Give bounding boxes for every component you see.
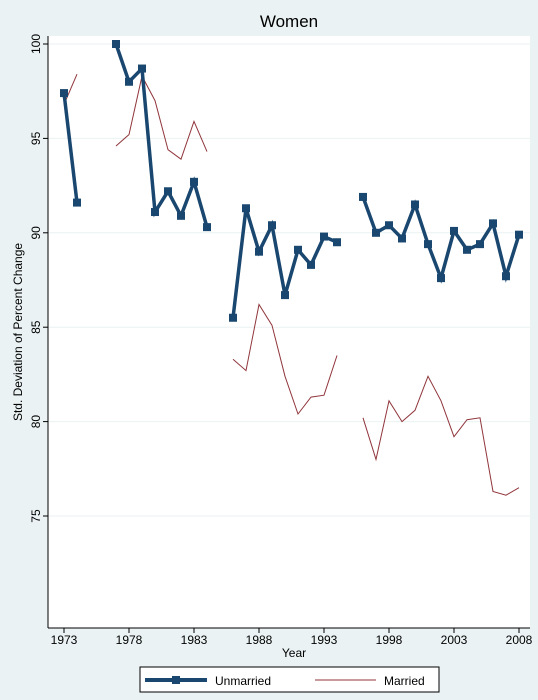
data-point-unmarried <box>424 240 432 249</box>
data-point-unmarried <box>463 245 471 254</box>
legend-label-unmarried: Unmarried <box>215 674 271 688</box>
y-tick-label: 100 <box>29 34 43 54</box>
grid-lines <box>48 43 530 517</box>
data-point-unmarried <box>359 192 367 201</box>
data-point-unmarried <box>268 221 276 230</box>
data-point-unmarried <box>138 64 146 73</box>
legend-label-married: Married <box>384 674 425 688</box>
data-point-unmarried <box>151 208 159 217</box>
data-point-unmarried <box>502 272 510 281</box>
legend: Unmarried Married <box>139 666 440 693</box>
data-point-unmarried <box>190 177 198 186</box>
x-tick-label: 1978 <box>116 633 143 647</box>
data-point-unmarried <box>437 274 445 283</box>
x-tick-label: 1973 <box>51 633 78 647</box>
data-point-unmarried <box>398 234 406 243</box>
y-axis-label: Std. Deviation of Percent Change <box>11 243 25 421</box>
data-point-unmarried <box>60 89 68 98</box>
plot-area <box>48 36 530 628</box>
data-point-unmarried <box>229 313 237 322</box>
data-point-unmarried <box>372 228 380 237</box>
series-line-married <box>362 375 520 496</box>
y-tick-label: 95 <box>29 131 43 145</box>
x-tick-label: 1988 <box>246 633 273 647</box>
x-tick-label: 1993 <box>311 633 338 647</box>
data-point-unmarried <box>515 230 523 239</box>
data-point-unmarried <box>255 247 263 256</box>
data-point-unmarried <box>164 187 172 196</box>
data-point-unmarried <box>112 40 120 48</box>
data-point-unmarried <box>307 260 315 269</box>
data-point-unmarried <box>281 291 289 300</box>
data-point-unmarried <box>411 200 419 209</box>
data-point-unmarried <box>489 219 497 228</box>
x-axis-label: Year <box>282 646 306 660</box>
data-point-unmarried <box>333 238 341 247</box>
x-tick-label: 2003 <box>441 633 468 647</box>
series-line-married <box>232 303 338 416</box>
data-point-unmarried <box>73 198 81 207</box>
x-tick-label: 1983 <box>181 633 208 647</box>
y-tick-label: 80 <box>29 415 43 429</box>
data-point-unmarried <box>177 211 185 220</box>
y-tick-label: 85 <box>29 320 43 334</box>
series-line-married <box>115 74 208 161</box>
data-point-unmarried <box>203 223 211 232</box>
data-point-unmarried <box>320 232 328 241</box>
chart-title: Women <box>260 12 318 31</box>
series-layer <box>60 40 523 496</box>
y-tick-label: 75 <box>29 509 43 523</box>
legend-marker-unmarried <box>172 676 180 684</box>
y-tick-label: 90 <box>29 226 43 240</box>
axes: 75 80 85 90 95 100 1973 1978 1983 1988 1993 1998 200… <box>29 34 533 647</box>
data-point-unmarried <box>125 77 133 86</box>
data-point-unmarried <box>476 240 484 249</box>
data-point-unmarried <box>294 245 302 254</box>
x-tick-label: 2008 <box>506 633 533 647</box>
data-point-unmarried <box>242 204 250 213</box>
x-tick-label: 1998 <box>376 633 403 647</box>
data-point-unmarried <box>450 226 458 235</box>
data-point-unmarried <box>385 221 393 230</box>
series-line-unmarried <box>62 92 79 203</box>
